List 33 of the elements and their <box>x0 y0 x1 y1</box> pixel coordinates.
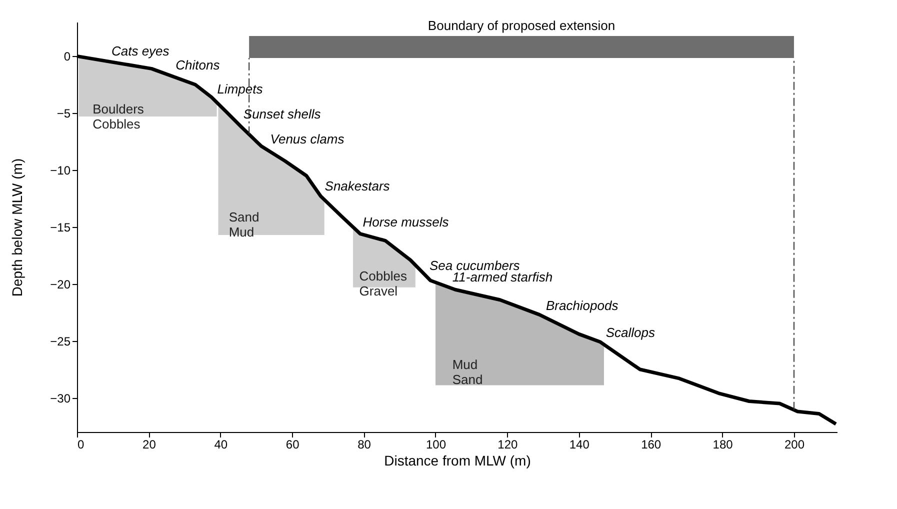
x-tick-label: 160 <box>641 438 662 452</box>
y-tick-label: −25 <box>50 334 71 348</box>
series-label: Sand Mud <box>228 209 260 240</box>
y-tick-label: −10 <box>50 164 71 178</box>
x-tick-label: 140 <box>569 438 590 452</box>
annotation: Snakestars <box>324 178 390 194</box>
series-label: Boulders Cobbles <box>92 101 144 132</box>
annotation: Venus clams <box>270 132 345 147</box>
x-tick-label: 40 <box>214 438 228 452</box>
y-tick-label: −15 <box>50 220 71 234</box>
x-tick-label: 180 <box>712 438 734 452</box>
x-tick-label: 200 <box>784 438 805 452</box>
annotation: Cats eyes <box>111 43 170 58</box>
annotation: Chitons <box>176 58 220 73</box>
y-tick-label: −20 <box>50 277 71 292</box>
y-axis-title: Depth below MLW (m) <box>9 158 26 297</box>
series-label: Cobbles Gravel <box>359 268 408 298</box>
band-label: Boundary of proposed extension <box>428 18 616 33</box>
x-tick-label: 0 <box>78 438 84 452</box>
annotation: Horse mussels <box>362 214 450 230</box>
y-tick-label: 0 <box>64 50 71 64</box>
x-tick-label: 120 <box>498 438 518 452</box>
x-axis-title: Distance from MLW (m) <box>384 452 531 468</box>
y-tick-label: −5 <box>56 106 71 121</box>
x-tick-label: 60 <box>286 438 300 452</box>
y-tick-label: −30 <box>50 391 71 406</box>
x-tick-label: 100 <box>426 438 446 452</box>
series-label: Mud Sand <box>452 356 483 387</box>
annotation: Scallops <box>606 325 656 340</box>
x-tick-label: 20 <box>142 438 156 452</box>
x-tick-label: 80 <box>358 438 372 452</box>
annotation: Limpets <box>217 81 264 96</box>
annotation: Brachiopods <box>546 298 619 313</box>
